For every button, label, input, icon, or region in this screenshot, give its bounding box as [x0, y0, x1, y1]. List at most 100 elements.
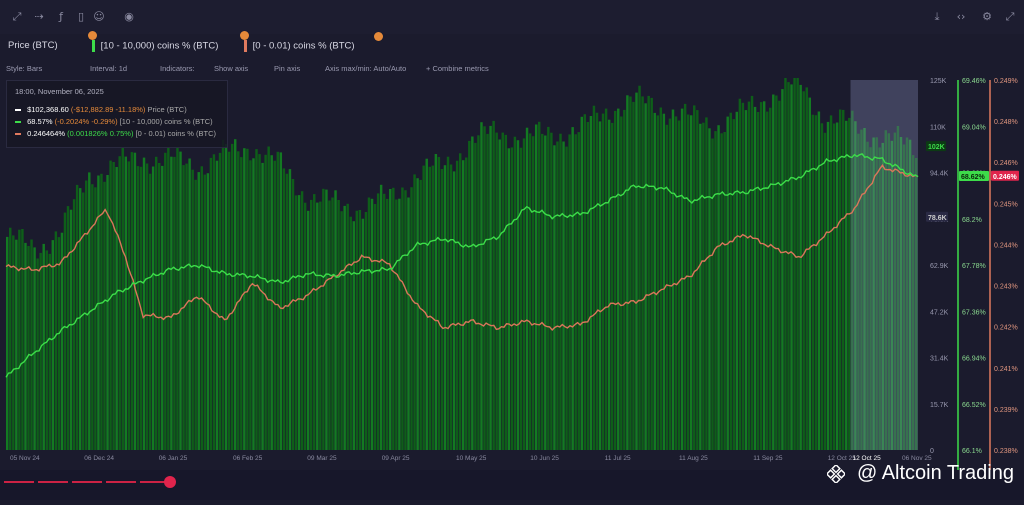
- x-tick-label: 11 Jul 25: [605, 455, 631, 462]
- highlight-date-label: 12 Oct 25: [853, 455, 882, 462]
- price-bar: [823, 132, 827, 451]
- price-bar: [9, 227, 12, 450]
- price-bar: [556, 141, 559, 450]
- timeline-handle[interactable]: [164, 476, 176, 488]
- price-bar: [94, 187, 97, 451]
- price-bar: [24, 242, 27, 450]
- price-current-badge: 102K: [928, 144, 945, 151]
- small-current-badge-bg: [991, 170, 1019, 181]
- show-axis-toggle[interactable]: Show axis: [214, 64, 249, 73]
- download-icon[interactable]: ⤓: [934, 10, 940, 23]
- price-bar: [860, 129, 863, 450]
- price-bar: [838, 109, 842, 450]
- price-bar: [814, 115, 818, 450]
- price-bar: [911, 155, 915, 450]
- price-bar: [322, 188, 325, 451]
- price-bar: [504, 134, 507, 450]
- price-bar: [829, 115, 833, 451]
- price-bar: [647, 95, 650, 451]
- price-bar: [875, 137, 878, 451]
- price-bar: [285, 173, 289, 450]
- price-bar: [696, 110, 699, 450]
- price-bar: [826, 121, 830, 451]
- expand-icon[interactable]: ⤢: [12, 10, 22, 23]
- price-bar: [866, 141, 869, 450]
- price-bar: [306, 210, 310, 450]
- chart-canvas[interactable]: 0 15.7K 31.4K 47.2K 62.9K 78.6K 94.4K 110K 125K 6…: [0, 78, 1024, 470]
- price-bar: [854, 121, 857, 450]
- style-select[interactable]: Style: Bars: [6, 64, 43, 73]
- combine-metrics-button[interactable]: + Combine metrics: [426, 64, 489, 73]
- axis-tick-label: 15.7K: [930, 402, 949, 409]
- price-bar: [817, 111, 821, 450]
- price-bar: [629, 96, 632, 450]
- price-bar: [121, 147, 124, 450]
- price-bar: [766, 111, 769, 450]
- indicators-select[interactable]: Indicators:: [160, 64, 195, 73]
- price-bar: [468, 140, 471, 450]
- price-bar: [209, 157, 213, 450]
- price-bar: [607, 119, 611, 450]
- price-bar: [635, 92, 638, 450]
- axis-tick-label: 62.9K: [930, 263, 949, 270]
- code-icon[interactable]: ‹›: [956, 10, 966, 23]
- timeline-navigator[interactable]: [0, 470, 1024, 500]
- price-bar: [358, 210, 362, 450]
- price-bar: [848, 117, 851, 451]
- price-bar: [246, 148, 249, 451]
- interval-select[interactable]: Interval: 1d: [90, 64, 128, 73]
- price-bar: [595, 112, 599, 450]
- price-bar: [215, 160, 219, 450]
- price-bar: [510, 147, 514, 450]
- price-bar: [386, 198, 389, 450]
- pin-axis-toggle[interactable]: Pin axis: [274, 64, 301, 73]
- fullscreen-icon[interactable]: ⤢: [1005, 10, 1015, 23]
- tab-whales[interactable]: [10 - 10,000) coins % (BTC): [88, 31, 218, 54]
- tab-price[interactable]: Price (BTC): [8, 40, 58, 54]
- price-bar: [404, 190, 407, 450]
- price-bar: [203, 174, 207, 450]
- eye-icon[interactable]: ◉: [124, 10, 134, 23]
- price-bar: [291, 179, 295, 450]
- tab-small[interactable]: [0 - 0.01) coins % (BTC): [240, 31, 355, 54]
- price-bar: [173, 156, 176, 450]
- price-bar: [224, 144, 228, 450]
- price-bar: [422, 165, 425, 450]
- price-bar: [778, 100, 781, 450]
- indicator-icon[interactable]: ƒ: [59, 10, 63, 23]
- price-bar: [392, 187, 395, 451]
- price-bar: [221, 139, 225, 451]
- price-bar: [370, 198, 374, 450]
- compare-icon[interactable]: ⇢: [34, 10, 44, 23]
- price-bar: [845, 120, 848, 451]
- add-metric-icon[interactable]: [374, 32, 383, 41]
- price-bar: [227, 151, 231, 450]
- axis-minmax-select[interactable]: Axis max/min: Auto/Auto: [325, 64, 407, 73]
- price-bar: [690, 115, 693, 451]
- axis-tick-label: 0.246%: [994, 160, 1018, 167]
- price-bar: [103, 181, 106, 451]
- price-bar: [334, 190, 337, 451]
- axis-tick-label: 0.239%: [994, 407, 1018, 414]
- price-bar: [544, 135, 547, 450]
- price-bar: [349, 216, 352, 450]
- price-bar: [218, 152, 222, 450]
- settings-icon[interactable]: ⚙: [982, 10, 992, 23]
- note-icon[interactable]: ▯: [77, 10, 85, 23]
- price-bar: [176, 146, 179, 451]
- price-bar: [288, 169, 292, 450]
- axis-tick-label: 0.242%: [994, 325, 1018, 332]
- price-bar: [726, 116, 729, 450]
- price-bar: [750, 95, 754, 451]
- price-bar: [398, 198, 401, 450]
- price-marker-badge: 78.6K: [928, 215, 947, 222]
- binance-logo-icon: [827, 464, 846, 483]
- price-bar: [340, 211, 343, 450]
- tab-price-label: Price (BTC): [8, 40, 58, 51]
- price-bar: [671, 109, 675, 450]
- emoji-icon[interactable]: ☺: [93, 10, 105, 23]
- price-bar: [480, 122, 483, 450]
- price-bar: [538, 121, 541, 451]
- chart-controls: Style: Bars Interval: 1d Indicators: Sho…: [0, 62, 920, 76]
- price-bar: [589, 116, 593, 450]
